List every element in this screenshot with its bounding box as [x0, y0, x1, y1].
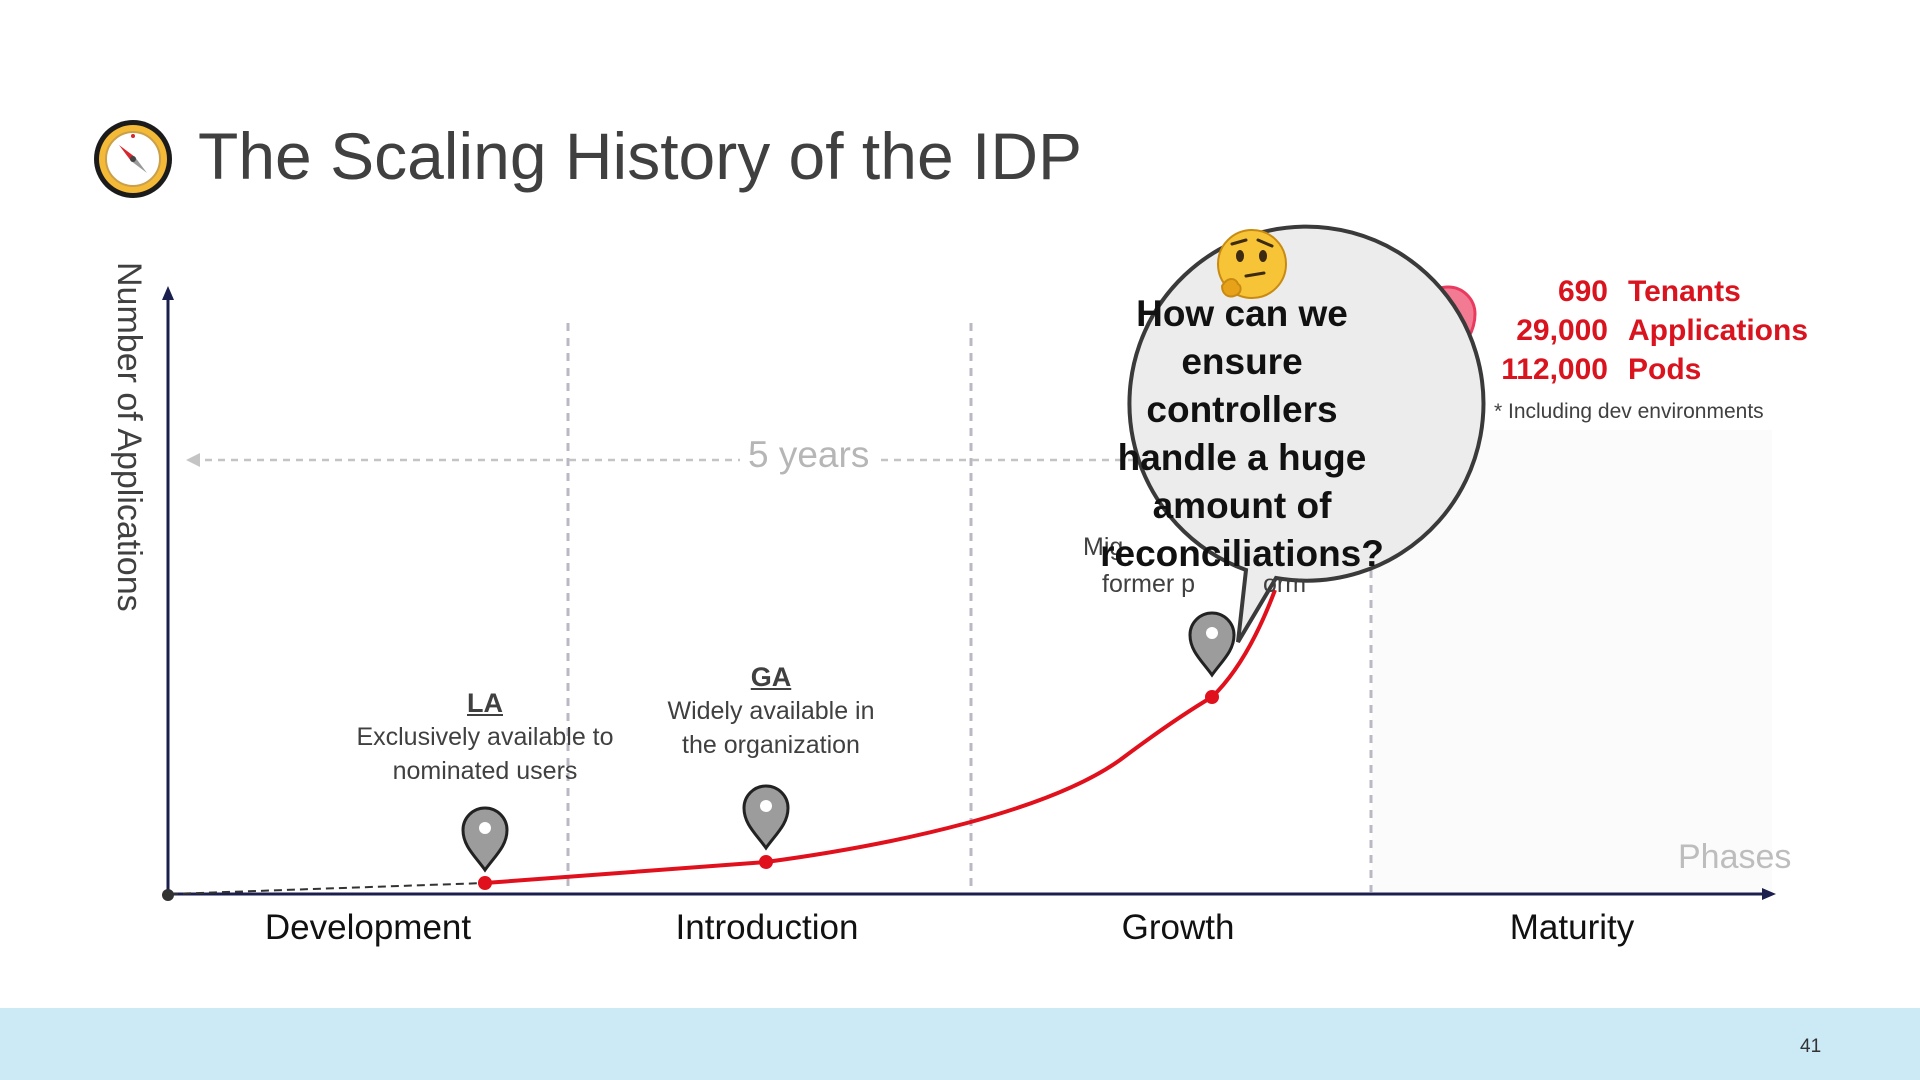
- milestone-la-note: LA Exclusively available to nominated us…: [335, 686, 635, 788]
- stat-label: Applications: [1628, 314, 1809, 347]
- stat-row: 29,000 Applications: [1470, 311, 1808, 350]
- x-axis-arrowhead: [1762, 888, 1776, 900]
- growth-curve: [484, 589, 1277, 885]
- compass-icon: [94, 120, 172, 198]
- speech-bubble: [1127, 224, 1486, 644]
- milestone-la-line1: Exclusively available to: [356, 723, 614, 751]
- location-pin-icon: [1188, 611, 1236, 678]
- bubble-line: handle a huge: [1117, 437, 1367, 478]
- phase-label-maturity: Maturity: [1509, 908, 1635, 947]
- milestone-dot-la: [478, 876, 492, 890]
- duration-label: 5 years: [740, 434, 878, 476]
- stat-label: Tenants: [1628, 275, 1741, 308]
- phase-label-introduction: Introduction: [675, 908, 859, 947]
- stat-value: 29,000: [1516, 314, 1608, 347]
- milestone-ga-heading: GA: [750, 662, 792, 692]
- phase-label-growth: Growth: [1121, 908, 1235, 947]
- stats-footnote: * Including dev environments: [1494, 400, 1764, 423]
- stat-row: 690 Tenants: [1470, 272, 1808, 311]
- footer-bar: [0, 1008, 1920, 1080]
- milestone-ga-note: GA Widely available in the organization: [621, 660, 921, 762]
- thinking-face-icon: [1217, 229, 1287, 299]
- origin-dot: [162, 889, 174, 901]
- stats-block: 690 Tenants 29,000 Applications 112,000 …: [1470, 272, 1808, 389]
- phase-label-development: Development: [264, 908, 472, 947]
- bubble-question: How can we ensure controllers handle a h…: [1082, 290, 1402, 578]
- milestone-ga-line2: the organization: [682, 731, 860, 759]
- bubble-line: amount of: [1152, 485, 1332, 526]
- duration-arrow-left-head: [186, 453, 200, 467]
- milestone-dot-ga: [759, 855, 773, 869]
- location-pin-icon: [742, 784, 790, 851]
- milestone-dot-migration: [1205, 690, 1219, 704]
- stat-label: Pods: [1628, 353, 1702, 386]
- milestone-migration-fragment-3: orm: [1263, 570, 1307, 598]
- milestone-la-line2: nominated users: [392, 757, 578, 785]
- bubble-line: How can we: [1136, 293, 1348, 334]
- location-pin-icon: [461, 806, 509, 873]
- stat-value: 690: [1557, 275, 1608, 308]
- milestone-migration-fragment-1: Mig: [1083, 533, 1124, 561]
- bubble-line: reconciliations?: [1100, 533, 1384, 574]
- page-title: The Scaling History of the IDP: [198, 119, 1083, 193]
- milestone-la-heading: LA: [467, 688, 503, 718]
- y-axis-arrowhead: [162, 286, 174, 300]
- stat-row: 112,000 Pods: [1470, 350, 1808, 389]
- x-axis-label: Phases: [1678, 838, 1792, 876]
- page-number: 41: [1800, 1036, 1822, 1057]
- milestone-ga-line1: Widely available in: [667, 697, 875, 725]
- y-axis-label: Number of Applications: [110, 262, 148, 612]
- milestone-migration-fragment-2: former p: [1102, 570, 1196, 598]
- dev-dashed-segment: [169, 882, 486, 895]
- bubble-line: ensure controllers: [1146, 341, 1338, 430]
- stat-value: 112,000: [1501, 353, 1608, 386]
